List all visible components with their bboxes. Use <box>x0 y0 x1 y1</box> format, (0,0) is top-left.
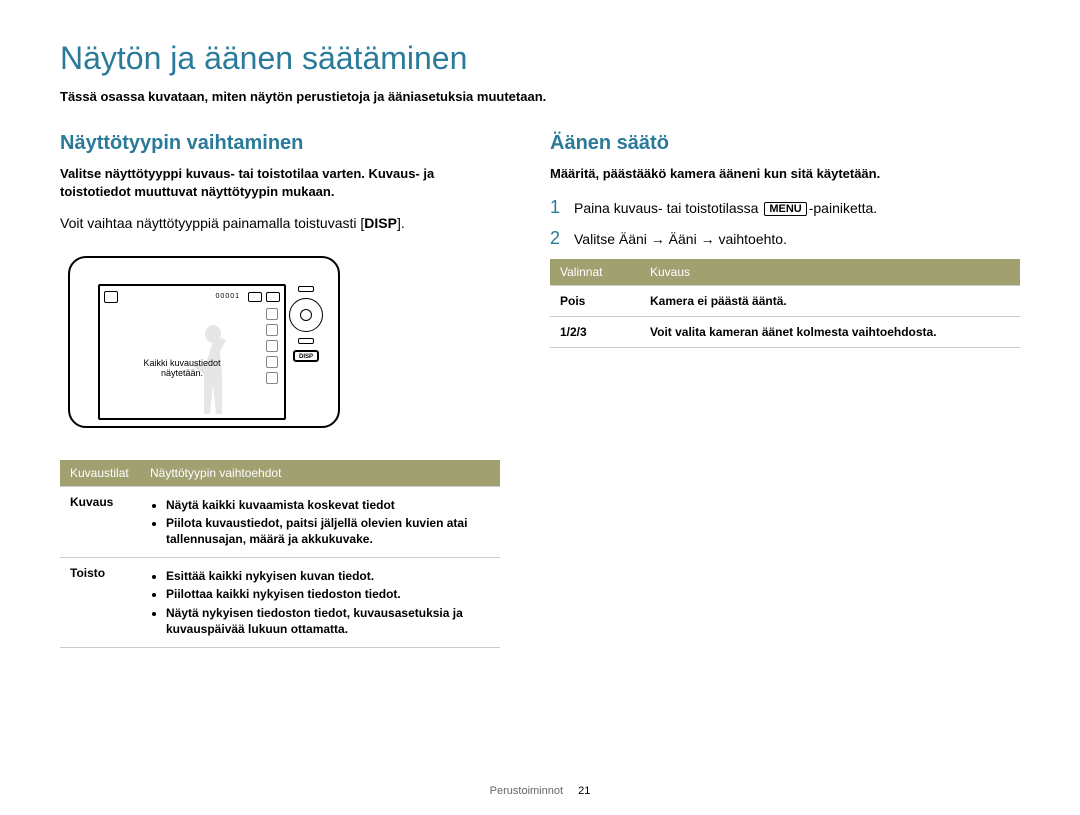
step-2: 2 Valitse Ääni → Ääni → vaihtoehto. <box>550 228 1020 249</box>
mode-cell: Kuvaus <box>60 486 140 558</box>
table-row: Toisto Esittää kaikki nykyisen kuvan tie… <box>60 558 500 648</box>
screen-side-icons <box>266 308 280 384</box>
right-column: Äänen säätö Määritä, päästääkö kamera ää… <box>550 132 1020 648</box>
disp-button-icon: DISP <box>293 350 319 362</box>
screen-label-line2: näytetään. <box>122 368 242 379</box>
step-number: 1 <box>550 197 564 218</box>
dpad-icon <box>289 298 323 332</box>
option-item: Piilottaa kaikki nykyisen tiedoston tied… <box>166 586 490 602</box>
table-header: Kuvaustilat <box>60 460 140 487</box>
option-item: Piilota kuvaustiedot, paitsi jäljellä ol… <box>166 515 490 547</box>
option-item: Näytä nykyisen tiedoston tiedot, kuvausa… <box>166 605 490 637</box>
left-sub-bold: Valitse näyttötyyppi kuvaus- tai toistot… <box>60 165 500 200</box>
table-row: 1/2/3 Voit valita kameran äänet kolmesta… <box>550 316 1020 347</box>
left-column: Näyttötyypin vaihtaminen Valitse näyttöt… <box>60 132 500 648</box>
step-1: 1 Paina kuvaus- tai toistotilassa MENU-p… <box>550 197 1020 218</box>
battery-icon <box>266 292 280 302</box>
disp-key: DISP <box>364 215 397 231</box>
left-body-prefix: Voit vaihtaa näyttötyyppiä painamalla to… <box>60 215 364 231</box>
screen-info-label: Kaikki kuvaustiedot näytetään. <box>122 358 242 380</box>
right-sub-bold: Määritä, päästääkö kamera ääneni kun sit… <box>550 165 1020 183</box>
sd-card-icon <box>248 292 262 302</box>
option-cell: 1/2/3 <box>550 316 640 347</box>
options-cell: Näytä kaikki kuvaamista koskevat tiedot … <box>140 486 500 558</box>
desc-cell: Kamera ei päästä ääntä. <box>640 285 1020 316</box>
status-icon <box>266 356 278 368</box>
option-cell: Pois <box>550 285 640 316</box>
display-options-table: Kuvaustilat Näyttötyypin vaihtoehdot Kuv… <box>60 460 500 648</box>
option-item: Esittää kaikki nykyisen kuvan tiedot. <box>166 568 490 584</box>
step-suffix: -painiketta. <box>809 200 877 216</box>
footer-section-label: Perustoiminnot <box>490 785 563 797</box>
page-intro: Tässä osassa kuvataan, miten näytön peru… <box>60 89 1020 104</box>
frame-counter: 00001 <box>216 293 240 300</box>
menu-button-icon: MENU <box>764 202 806 216</box>
camera-controls: DISP <box>288 286 324 362</box>
camera-screen: 00001 <box>98 284 286 420</box>
step-text: Valitse Ääni → Ääni → vaihtoehto. <box>574 231 787 247</box>
camera-mode-icon <box>104 291 118 303</box>
page-number: 21 <box>578 785 590 797</box>
camera-illustration: 00001 <box>60 248 350 438</box>
page-title: Näytön ja äänen säätäminen <box>60 40 1020 77</box>
screen-label-line1: Kaikki kuvaustiedot <box>122 358 242 369</box>
table-header: Kuvaus <box>640 259 1020 286</box>
left-heading: Näyttötyypin vaihtaminen <box>60 132 500 155</box>
screen-topbar: 00001 <box>104 290 280 304</box>
table-row: Pois Kamera ei päästä ääntä. <box>550 285 1020 316</box>
mode-cell: Toisto <box>60 558 140 648</box>
table-header: Valinnat <box>550 259 640 286</box>
content-columns: Näyttötyypin vaihtaminen Valitse näyttöt… <box>60 132 1020 648</box>
zoom-control-icon <box>298 286 314 292</box>
page-footer: Perustoiminnot 21 <box>0 785 1080 797</box>
status-icon <box>266 372 278 384</box>
step-text: Paina kuvaus- tai toistotilassa MENU-pai… <box>574 200 877 216</box>
left-body-suffix: ]. <box>397 215 405 231</box>
step-number: 2 <box>550 228 564 249</box>
table-header: Näyttötyypin vaihtoehdot <box>140 460 500 487</box>
status-icon <box>266 324 278 336</box>
right-heading: Äänen säätö <box>550 132 1020 155</box>
status-icon <box>266 308 278 320</box>
sound-options-table: Valinnat Kuvaus Pois Kamera ei päästä ää… <box>550 259 1020 348</box>
camera-body: 00001 <box>68 256 340 428</box>
left-body: Voit vaihtaa näyttötyyppiä painamalla to… <box>60 214 500 234</box>
status-icon <box>266 340 278 352</box>
options-cell: Esittää kaikki nykyisen kuvan tiedot. Pi… <box>140 558 500 648</box>
desc-cell: Voit valita kameran äänet kolmesta vaiht… <box>640 316 1020 347</box>
table-row: Kuvaus Näytä kaikki kuvaamista koskevat … <box>60 486 500 558</box>
button-icon <box>298 338 314 344</box>
option-item: Näytä kaikki kuvaamista koskevat tiedot <box>166 497 490 513</box>
step-prefix: Paina kuvaus- tai toistotilassa <box>574 200 762 216</box>
dpad-center-icon <box>300 309 312 321</box>
